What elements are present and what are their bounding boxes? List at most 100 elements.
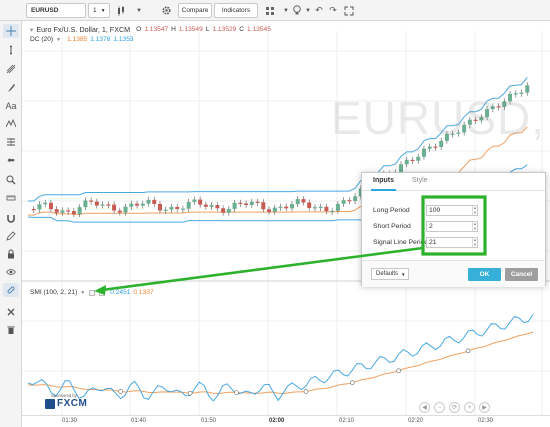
- short-period-input[interactable]: 2 ▲ ▼: [426, 221, 478, 232]
- symbol-title: Euro Fx/U.S. Dollar, 1, FXCM: [36, 25, 131, 34]
- zoom-in-button[interactable]: +: [464, 402, 475, 413]
- reset-button[interactable]: ⟳: [449, 402, 460, 413]
- candle-body: [106, 204, 111, 206]
- chevron-down-icon[interactable]: ▼: [80, 289, 86, 296]
- fullscreen-button[interactable]: [341, 3, 357, 18]
- smi-value: 0.2451: [110, 289, 131, 296]
- ok-button[interactable]: OK: [468, 268, 501, 281]
- stay-in-drawing-tool[interactable]: [3, 229, 19, 243]
- defaults-dropdown[interactable]: Defaults ▼: [371, 268, 409, 280]
- bar-style-dropdown[interactable]: ▼: [131, 3, 147, 18]
- compare-label: Compare: [181, 7, 209, 14]
- templates-button[interactable]: [262, 3, 278, 18]
- smi-remove-button[interactable]: [99, 289, 106, 296]
- brush-tool[interactable]: [3, 81, 19, 95]
- pattern-tool[interactable]: [3, 117, 19, 131]
- undo-button[interactable]: ↶: [311, 3, 327, 18]
- compare-button[interactable]: Compare: [178, 3, 212, 18]
- candle-body: [307, 202, 312, 208]
- settings-button[interactable]: [158, 3, 174, 18]
- smi-chart: [27, 314, 534, 402]
- chevron-down-icon: ▼: [136, 7, 142, 14]
- back-tool[interactable]: ⬅: [3, 153, 19, 167]
- fib-retracement-icon: [7, 138, 15, 146]
- delete-button[interactable]: [3, 323, 19, 337]
- bar-style-button[interactable]: [113, 3, 129, 18]
- ohlc-o-value: 1.13547: [144, 26, 169, 33]
- chevron-down-icon[interactable]: ▼: [56, 36, 62, 43]
- candle-body: [48, 202, 53, 210]
- interval-dropdown[interactable]: 1 ▼: [88, 3, 110, 18]
- candle-body: [410, 159, 415, 162]
- alert-dropdown[interactable]: ▼: [300, 3, 316, 18]
- sponsor-caption: Sponsored by: [51, 393, 77, 398]
- candle-body: [513, 93, 518, 95]
- crosshair-tool[interactable]: [3, 24, 19, 38]
- remove-tools-button[interactable]: [3, 305, 19, 319]
- spinner-icon[interactable]: ▲ ▼: [472, 205, 477, 215]
- link-tool[interactable]: [3, 283, 19, 297]
- dc-upper-value: 1.1385: [67, 36, 88, 43]
- candle-body: [169, 206, 174, 210]
- candle-body: [198, 199, 203, 205]
- candle-body: [180, 208, 185, 210]
- candle-body: [89, 200, 94, 202]
- zoom-out-button[interactable]: −: [434, 402, 445, 413]
- candle-body: [129, 203, 134, 207]
- candle-body: [312, 207, 317, 209]
- candle-body: [203, 204, 208, 207]
- text-tool[interactable]: Aa: [3, 99, 19, 113]
- crosshair-icon: [6, 26, 16, 36]
- spinner-icon[interactable]: ▲ ▼: [472, 221, 477, 231]
- scroll-right-button[interactable]: ▶: [479, 402, 490, 413]
- candle-body: [123, 206, 128, 213]
- indicators-button[interactable]: Indicators: [214, 3, 258, 18]
- candle-body: [77, 207, 82, 215]
- tab-inputs[interactable]: Inputs: [371, 177, 396, 191]
- short-period-value: 2: [429, 223, 433, 230]
- sponsor-badge[interactable]: Sponsored by FXCM: [45, 393, 95, 411]
- cross-marker: [465, 348, 471, 354]
- smi-settings-button[interactable]: [89, 289, 96, 296]
- long-period-label: Long Period: [373, 207, 410, 214]
- symbol-search-field[interactable]: EURUSD: [26, 3, 86, 18]
- candle-body: [186, 201, 191, 209]
- signal-line-period-input[interactable]: 21 ▲ ▼: [426, 237, 478, 248]
- cross-marker: [234, 390, 239, 395]
- text-icon: Aa: [5, 101, 17, 111]
- candle-body: [232, 202, 237, 209]
- pitchfork-tool[interactable]: [3, 62, 19, 76]
- magnet-icon: [7, 215, 15, 223]
- cancel-label: Cancel: [510, 271, 533, 278]
- time-axis[interactable]: 01:30 01:40 01:50 02:00 02:10 02:20 02:3…: [22, 415, 550, 427]
- candle-body: [519, 92, 524, 94]
- candle-body: [152, 199, 157, 204]
- cross-marker: [350, 380, 355, 386]
- lock-tool[interactable]: [3, 247, 19, 261]
- candle-body: [140, 203, 145, 206]
- cross-marker: [303, 389, 309, 394]
- zoom-tool[interactable]: [3, 173, 19, 187]
- templates-dropdown[interactable]: ▼: [278, 3, 294, 18]
- measure-tool[interactable]: [3, 191, 19, 205]
- candle-body: [112, 204, 117, 211]
- candle-body: [496, 106, 501, 108]
- candle-body: [416, 156, 421, 161]
- magnet-tool[interactable]: [3, 211, 19, 225]
- fib-tool[interactable]: [3, 135, 19, 149]
- collapse-legend-icon[interactable]: ▾: [30, 26, 34, 34]
- hide-drawings-tool[interactable]: [3, 265, 19, 279]
- cancel-button[interactable]: Cancel: [505, 268, 538, 281]
- zoom-out-button[interactable]: ◀: [419, 402, 430, 413]
- tab-style[interactable]: Style: [412, 177, 428, 184]
- dc-upper-band: [28, 76, 528, 202]
- candles-icon: [118, 5, 124, 16]
- long-period-input[interactable]: 100 ▲ ▼: [426, 205, 478, 216]
- spinner-icon[interactable]: ▲ ▼: [472, 237, 477, 247]
- trend-line-tool[interactable]: [3, 43, 19, 57]
- dc-label: DC (20): [30, 36, 54, 43]
- undo-icon: ↶: [315, 5, 323, 15]
- redo-button[interactable]: ↷: [325, 3, 341, 18]
- alert-button[interactable]: [289, 3, 305, 18]
